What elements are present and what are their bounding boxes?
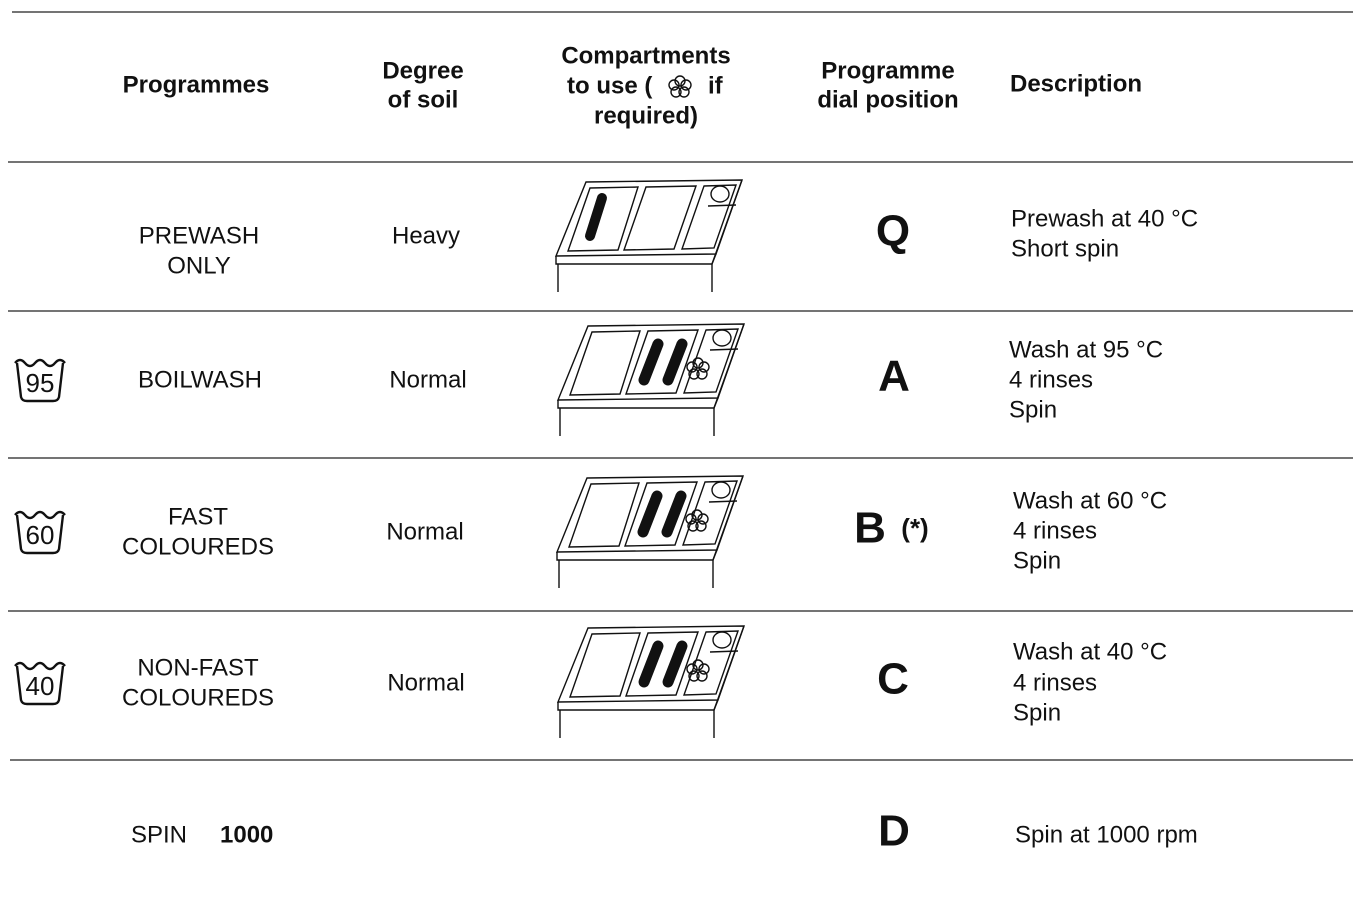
header: Programmes	[123, 71, 270, 98]
description: Wash at 95 °C	[1009, 336, 1163, 363]
dial-position: A	[878, 352, 910, 401]
header: if	[708, 72, 724, 99]
header: Description	[1010, 70, 1142, 97]
description: 4 rinses	[1013, 517, 1097, 544]
header: required)	[594, 102, 698, 129]
dial-note: (*)	[901, 513, 928, 543]
description: Wash at 40 °C	[1013, 638, 1167, 665]
programme: COLOUREDS	[122, 533, 274, 560]
drawer-icon	[555, 179, 743, 293]
wash-temp: 95	[26, 368, 55, 398]
description: Spin	[1013, 547, 1061, 574]
programme: NON-FAST	[137, 654, 259, 681]
description: 4 rinses	[1009, 366, 1093, 393]
programme: SPIN	[131, 821, 187, 848]
description: Prewash at 40 °C	[1011, 205, 1198, 232]
programme: COLOUREDS	[122, 684, 274, 711]
header: to use (	[567, 72, 652, 99]
drawer-icon	[556, 475, 744, 589]
description: 4 rinses	[1013, 669, 1097, 696]
drawer-icon	[557, 323, 745, 437]
dial-position: D	[878, 807, 910, 856]
dial-position: Q	[876, 207, 910, 256]
header: Programme	[821, 57, 954, 84]
description: Spin	[1013, 699, 1061, 726]
programme: FAST	[168, 503, 228, 530]
header: dial position	[817, 86, 958, 113]
flower-icon	[668, 75, 692, 98]
header: Degree	[382, 57, 463, 84]
wash-temp: 60	[26, 520, 55, 550]
description: Spin at 1000 rpm	[1015, 821, 1198, 848]
spin-speed: 1000	[220, 821, 273, 848]
programme: PREWASH	[139, 222, 259, 249]
description: Short spin	[1011, 235, 1119, 262]
programme: ONLY	[167, 252, 231, 279]
soil: Normal	[387, 669, 464, 696]
dial-position: B	[854, 504, 886, 553]
soil: Normal	[386, 518, 463, 545]
description: Spin	[1009, 396, 1057, 423]
header: of soil	[388, 86, 459, 113]
soil: Normal	[389, 366, 466, 393]
description: Wash at 60 °C	[1013, 487, 1167, 514]
wash-temp: 40	[26, 671, 55, 701]
drawer-icon	[557, 625, 745, 739]
dial-position: C	[877, 655, 909, 704]
soil: Heavy	[392, 222, 460, 249]
header: Compartments	[561, 42, 730, 69]
programme: BOILWASH	[138, 366, 262, 393]
